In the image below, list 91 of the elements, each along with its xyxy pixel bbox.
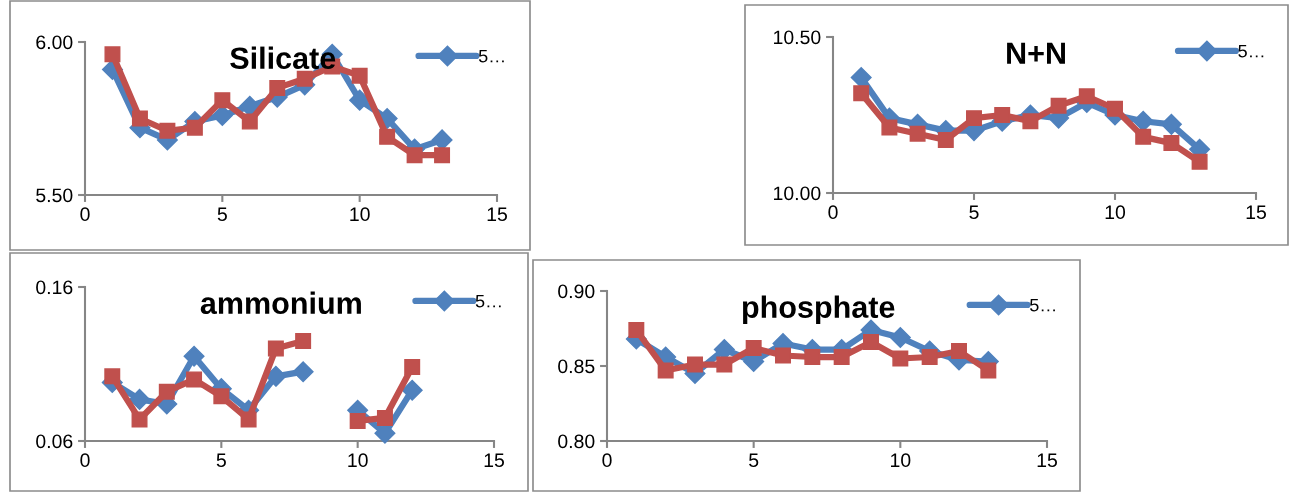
y-tick-label: 6.00	[36, 35, 73, 50]
chart-title: N+N	[1007, 42, 1065, 64]
point	[239, 95, 261, 117]
point	[129, 388, 151, 410]
y-tick-label: 10.50	[774, 30, 821, 45]
point	[295, 332, 312, 349]
x-tick-label: 0	[80, 207, 90, 222]
point	[1050, 97, 1067, 114]
point	[804, 349, 821, 365]
point	[404, 359, 421, 376]
y-tick-label: 0.16	[36, 280, 73, 295]
point	[214, 92, 231, 109]
point	[349, 89, 371, 111]
x-tick-label: 0	[602, 453, 612, 468]
point	[687, 356, 703, 373]
y-tick-label: 0.90	[558, 284, 595, 299]
point	[131, 411, 148, 428]
y-tick-label: 0.85	[558, 359, 595, 374]
legend-label: 5…	[478, 49, 504, 63]
x-tick-label: 10	[1105, 205, 1126, 220]
legend-label: 5…	[1238, 44, 1264, 58]
point	[349, 412, 366, 429]
point	[351, 67, 368, 84]
point	[213, 388, 230, 405]
y-tick-label: 0.06	[36, 434, 73, 449]
x-tick-label: 0	[828, 205, 838, 220]
point	[775, 347, 791, 364]
point	[296, 70, 313, 87]
point	[376, 409, 393, 426]
x-tick-label: 5	[749, 453, 759, 468]
point	[267, 340, 284, 357]
point	[951, 343, 967, 359]
x-tick-label: 15	[1246, 205, 1266, 220]
x-tick-label: 10	[350, 207, 370, 222]
point	[406, 147, 423, 164]
point	[159, 122, 176, 139]
x-tick-label: 5	[969, 205, 979, 220]
point	[401, 379, 423, 401]
point	[1160, 113, 1182, 135]
legend-label: 5…	[1030, 298, 1055, 312]
point	[716, 356, 733, 373]
point	[966, 110, 982, 127]
point	[889, 326, 911, 349]
point	[183, 345, 205, 367]
point	[269, 79, 286, 96]
point	[1132, 110, 1154, 132]
x-tick-label: 0	[80, 453, 90, 468]
point	[657, 362, 674, 379]
x-tick-label: 5	[217, 207, 227, 222]
point	[186, 371, 203, 388]
point	[881, 119, 898, 136]
point	[1107, 100, 1123, 117]
point	[892, 350, 909, 367]
point	[853, 85, 870, 102]
point	[1022, 113, 1039, 130]
x-tick-label: 15	[1037, 453, 1057, 468]
point	[131, 110, 148, 127]
point	[186, 119, 203, 136]
point	[745, 340, 762, 356]
y-tick-label: 10.00	[774, 186, 821, 201]
x-tick-label: 15	[484, 453, 504, 468]
point	[1191, 153, 1208, 170]
point	[1078, 88, 1095, 105]
point	[833, 349, 850, 365]
point	[937, 131, 954, 148]
point	[434, 147, 451, 164]
point	[921, 349, 938, 365]
chart-title: phosphate	[742, 295, 895, 324]
point	[863, 334, 879, 350]
point	[292, 361, 314, 383]
point	[104, 46, 121, 63]
x-tick-label: 10	[891, 453, 911, 468]
y-tick-label: 5.50	[36, 188, 73, 203]
point	[379, 128, 396, 145]
legend-label: 5…	[475, 294, 501, 308]
point	[909, 125, 926, 142]
point	[265, 365, 287, 387]
x-tick-label: 15	[487, 207, 507, 222]
point	[628, 322, 645, 338]
chart-title: ammonium	[200, 291, 361, 315]
point	[158, 383, 175, 400]
y-tick-label: 0.80	[558, 434, 595, 449]
x-tick-label: 5	[216, 453, 226, 468]
point	[240, 411, 257, 428]
point	[241, 113, 258, 130]
point	[980, 362, 997, 379]
point	[994, 107, 1011, 123]
point	[104, 368, 121, 385]
point	[1163, 135, 1180, 152]
x-tick-label: 10	[348, 453, 368, 468]
point	[1135, 128, 1152, 145]
